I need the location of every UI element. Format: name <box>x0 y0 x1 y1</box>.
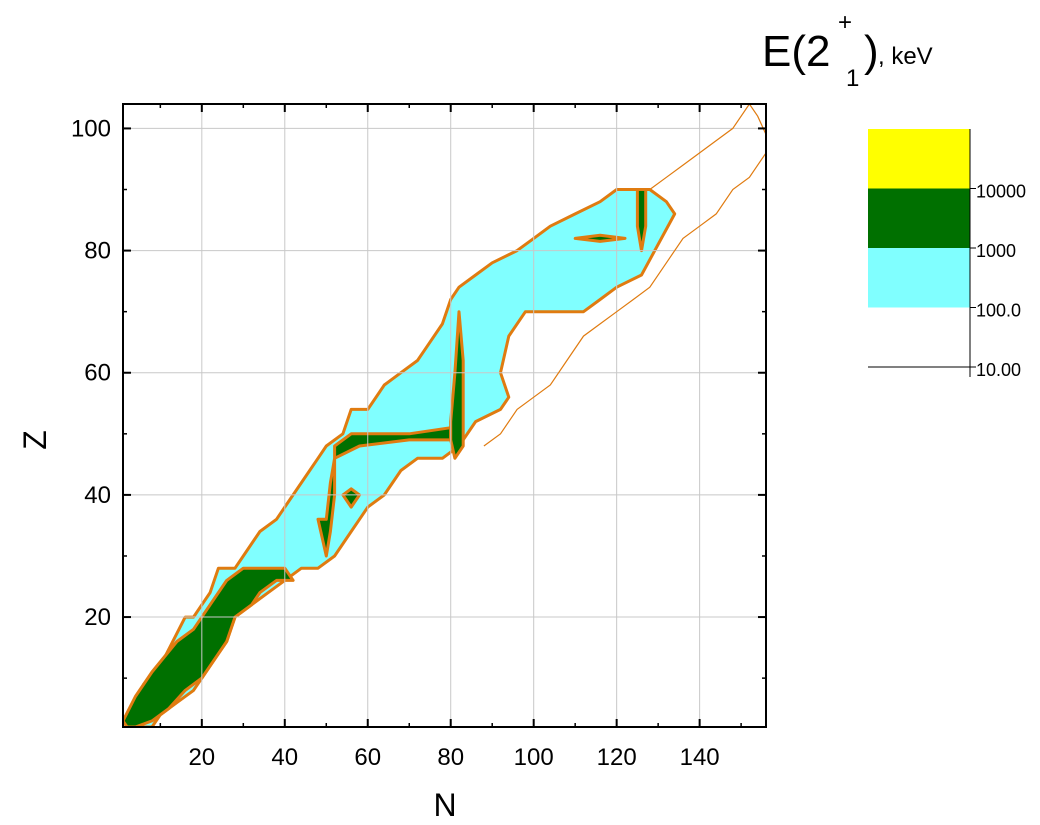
open-contours <box>483 104 766 447</box>
axis-ticks: 20 40 60 80 100 120 140 20 40 60 80 100 <box>71 104 766 771</box>
title-unit: , keV <box>878 43 933 70</box>
colorbar-swatch <box>868 188 970 248</box>
region-n126-line <box>635 188 648 253</box>
x-tick-label: 80 <box>437 744 464 771</box>
colorbar-swatch <box>868 129 970 189</box>
region-z82-island <box>573 233 627 243</box>
x-tick-label: 60 <box>354 744 381 771</box>
colorbar-swatch <box>868 307 970 367</box>
x-tick-label: 120 <box>597 744 637 771</box>
y-tick-label: 60 <box>84 360 111 387</box>
y-axis-title: Z <box>17 430 53 450</box>
region-n50-line <box>316 426 453 558</box>
title-close: ) <box>864 27 879 76</box>
y-tick-label: 100 <box>71 115 111 142</box>
title-subscript: 1 <box>846 65 859 92</box>
y-tick-label: 40 <box>84 482 111 509</box>
x-tick-label: 140 <box>680 744 720 771</box>
region-light-shell-band <box>123 566 295 727</box>
colorbar: 10000 1000 100.0 10.00 <box>868 129 1026 380</box>
colorbar-tick-label: 10.00 <box>976 360 1021 380</box>
region-z50-n82-cross <box>449 310 465 460</box>
plot-frame <box>122 103 767 728</box>
x-tick-label: 40 <box>271 744 298 771</box>
x-tick-label: 100 <box>514 744 554 771</box>
x-tick-label: 20 <box>188 744 215 771</box>
colorbar-tick-label: 1000 <box>976 241 1016 261</box>
colorbar-tick-label: 10000 <box>976 182 1026 202</box>
title-base: E(2 <box>762 27 830 76</box>
colorbar-swatch <box>868 248 970 308</box>
grid-lines <box>123 104 766 727</box>
y-tick-label: 20 <box>84 604 111 631</box>
chart-title: E(2 + 1 ) , keV <box>762 9 933 92</box>
title-superscript: + <box>838 9 852 36</box>
x-axis-title: N <box>433 787 456 823</box>
y-tick-label: 80 <box>84 238 111 265</box>
contour-regions <box>123 188 677 727</box>
contour-heavy-envelope <box>483 104 766 447</box>
colorbar-tick-label: 100.0 <box>976 301 1021 321</box>
